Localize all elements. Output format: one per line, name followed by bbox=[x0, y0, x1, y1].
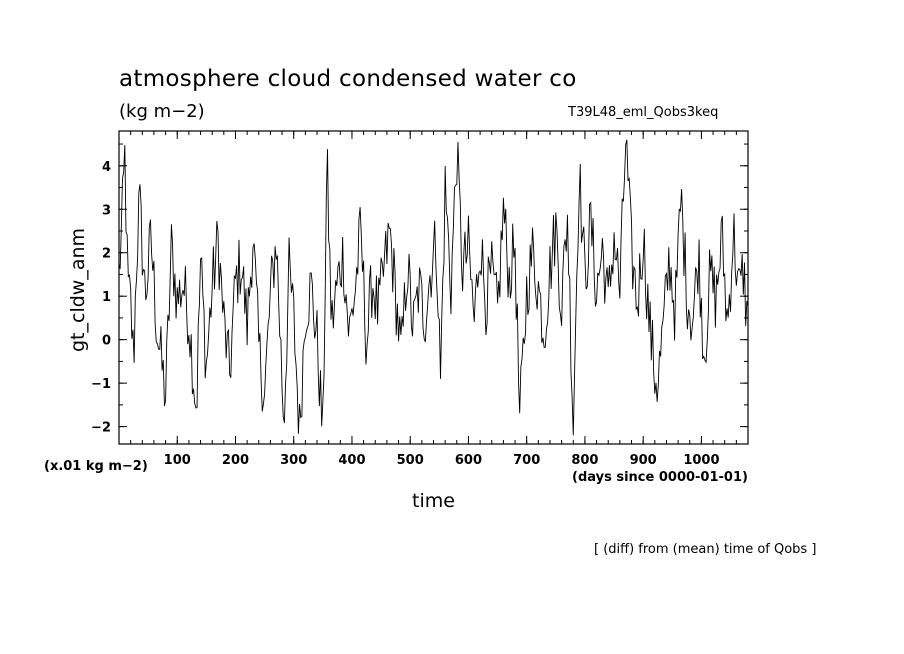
y-tick-label: −2 bbox=[91, 421, 111, 436]
y-tick-label: 1 bbox=[102, 290, 111, 305]
chart-units: (kg m−2) bbox=[119, 101, 205, 122]
y-tick-label: 4 bbox=[102, 160, 111, 175]
x-tick-label: 1000 bbox=[683, 453, 719, 468]
x-tick-label: 100 bbox=[164, 453, 191, 468]
plot-frame bbox=[118, 130, 749, 445]
x-tick-label: 700 bbox=[513, 453, 540, 468]
axis-ticks: 100 200 300 400 500 600 700 800 900 1000 −2 −1 0 1 2 3 4 bbox=[91, 131, 748, 468]
x-axis-label: time bbox=[412, 490, 455, 512]
run-name: T39L48_eml_Qobs3keq bbox=[568, 105, 719, 120]
y-scale-note: (x.01 kg m−2) bbox=[44, 459, 148, 474]
x-tick-label: 400 bbox=[338, 453, 365, 468]
x-tick-label: 800 bbox=[571, 453, 598, 468]
y-tick-label: 2 bbox=[102, 247, 111, 262]
footnote: [ (diff) from (mean) time of Qobs ] bbox=[594, 542, 817, 557]
x-unit-note: (days since 0000-01-01) bbox=[572, 470, 748, 485]
y-tick-label: 0 bbox=[102, 334, 111, 349]
x-tick-label: 300 bbox=[280, 453, 307, 468]
x-tick-label: 200 bbox=[222, 453, 249, 468]
x-tick-label: 900 bbox=[630, 453, 657, 468]
y-axis-label: gt_cldw_anm bbox=[67, 227, 89, 353]
y-tick-label: −1 bbox=[91, 377, 111, 392]
y-tick-label: 3 bbox=[102, 203, 111, 218]
series-line bbox=[118, 139, 749, 436]
x-tick-label: 500 bbox=[397, 453, 424, 468]
chart-title: atmosphere cloud condensed water co bbox=[119, 66, 577, 92]
series-group bbox=[118, 139, 749, 436]
x-tick-label: 600 bbox=[455, 453, 482, 468]
